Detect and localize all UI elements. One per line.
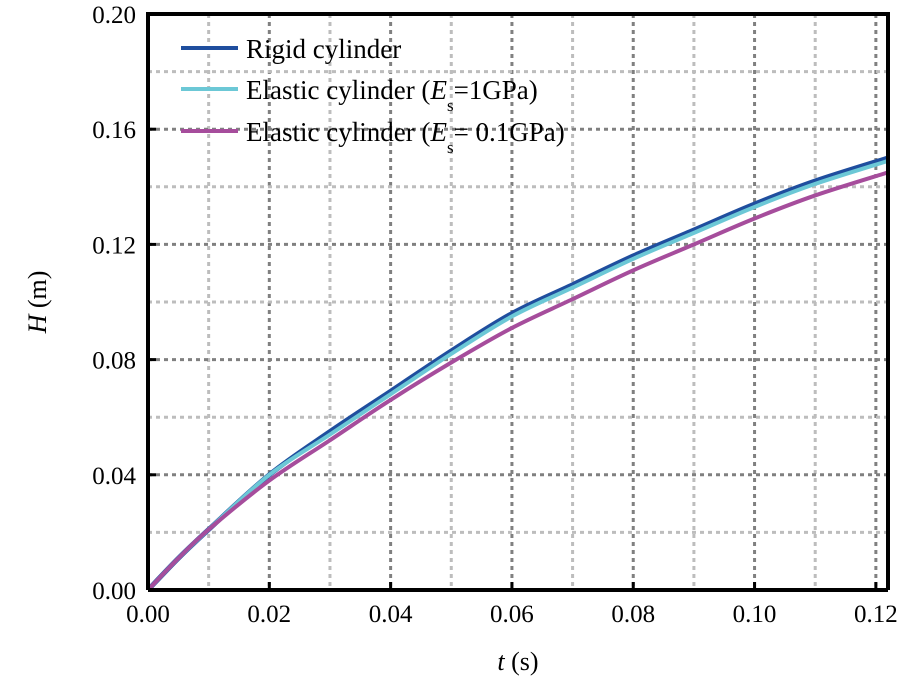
- series-line-1: [146, 155, 889, 592]
- y-tick-label: 0.00: [92, 578, 136, 605]
- x-tick-label: 0.12: [854, 601, 898, 628]
- legend-label: Rigid cylinder: [246, 34, 401, 64]
- y-axis-label: H (m): [23, 271, 52, 335]
- x-tick-label: 0.08: [611, 601, 655, 628]
- x-axis-label: t (s): [497, 647, 538, 676]
- legend: Rigid cylinder Elastic cylinder (Es=1GPa)…: [181, 34, 565, 157]
- grid: [148, 14, 888, 590]
- y-tick-label: 0.12: [92, 232, 136, 259]
- curves: [146, 155, 889, 592]
- y-tick-label: 0.04: [92, 463, 136, 490]
- legend-label: Elastic cylinder (Es=1GPa): [246, 75, 538, 115]
- series-line-2: [146, 158, 889, 592]
- ticks: 0.00 0.02 0.04 0.06 0.08 0.10 0.12 0.00 0.04 0.08…: [92, 2, 897, 628]
- x-tick-label: 0.04: [369, 601, 413, 628]
- y-tick-label: 0.16: [92, 117, 136, 144]
- x-tick-label: 0.02: [247, 601, 291, 628]
- legend-label: Elastic cylinder (Es= 0.1GPa): [246, 117, 565, 157]
- x-tick-label: 0.06: [490, 601, 534, 628]
- plot-frame: [146, 12, 890, 592]
- series-line-3: [146, 170, 889, 592]
- axes-frame: [146, 12, 890, 590]
- y-tick-label: 0.08: [92, 348, 136, 375]
- x-tick-label: 0.10: [733, 601, 777, 628]
- x-tick-label: 0.00: [126, 601, 170, 628]
- y-tick-label: 0.20: [92, 2, 136, 29]
